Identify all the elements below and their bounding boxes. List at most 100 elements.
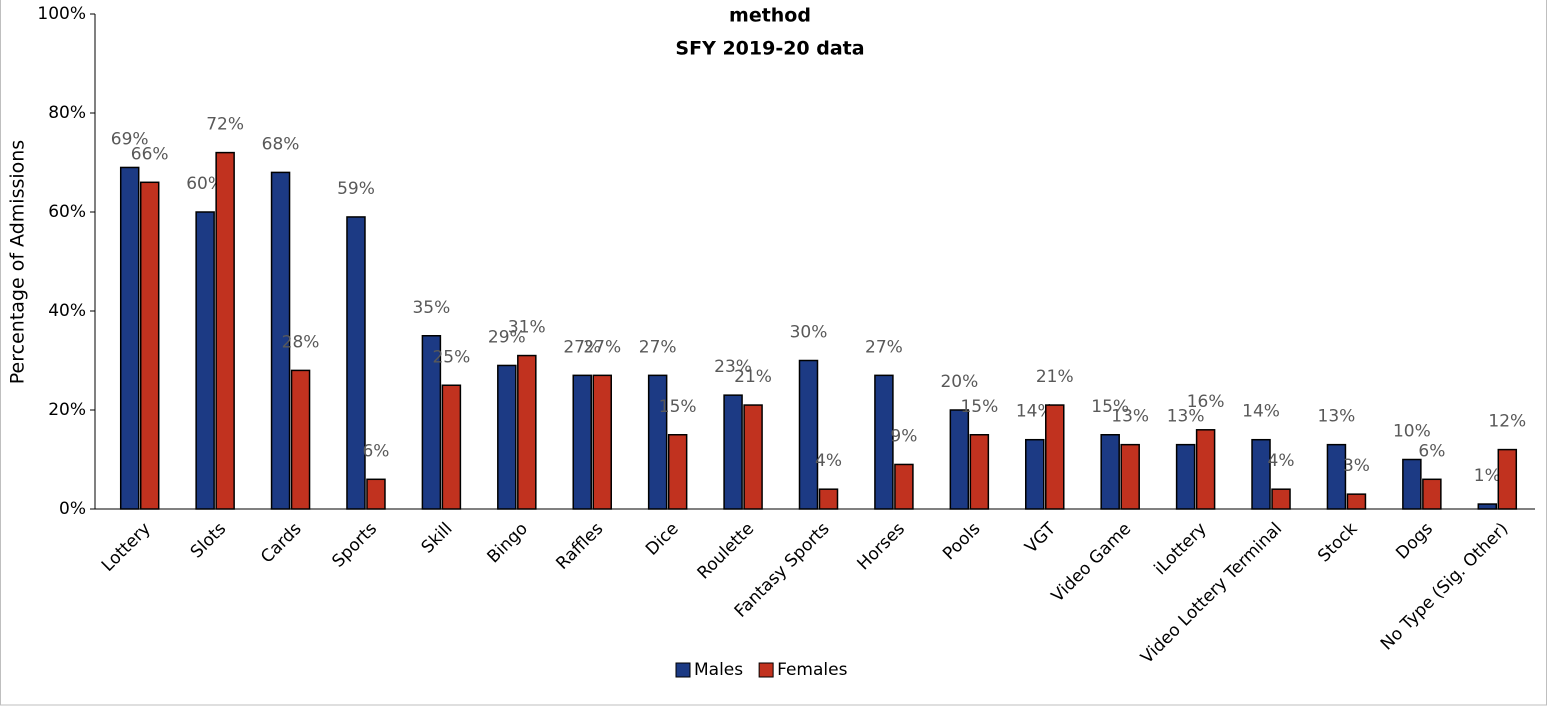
bar [1497, 448, 1518, 510]
x-tick-label: Sports [328, 519, 381, 572]
data-label: 13% [1318, 407, 1356, 427]
bar [592, 374, 612, 510]
x-tick-label: Skill [418, 519, 457, 558]
data-label: 14% [1242, 402, 1280, 422]
data-label: 20% [940, 372, 978, 392]
x-tick-label: Bingo [484, 519, 532, 567]
bar [497, 364, 517, 510]
y-tick-label: 80% [48, 103, 86, 123]
data-label: 72% [206, 115, 244, 135]
bar [647, 374, 668, 510]
x-tick-label: iLottery [1150, 519, 1210, 579]
data-label: 10% [1393, 422, 1431, 442]
data-label: 27% [563, 337, 601, 357]
x-tick-label: VGT [1021, 519, 1060, 558]
x-tick-label: Slots [187, 519, 231, 563]
bar [1120, 443, 1140, 510]
legend-label: Males [694, 660, 743, 680]
bar [119, 166, 140, 510]
data-label: 6% [1418, 441, 1445, 461]
data-label: 27% [639, 337, 677, 357]
x-tick-label: Video Lottery Terminal [1137, 519, 1286, 668]
bar [1326, 443, 1347, 510]
data-label: 30% [790, 323, 828, 343]
data-label: 1% [1474, 466, 1501, 486]
data-label: 27% [865, 337, 903, 357]
bar [1477, 503, 1498, 510]
data-label: 13% [1111, 407, 1149, 427]
legend-swatch [758, 662, 774, 678]
chart-title: method [729, 5, 811, 27]
y-tick-label: 40% [48, 301, 86, 321]
bar [1346, 493, 1367, 510]
bar [517, 354, 537, 510]
y-tick-label: 20% [48, 400, 86, 420]
bar [743, 404, 763, 510]
data-label: 12% [1488, 412, 1526, 432]
data-label: 21% [734, 367, 772, 387]
data-label: 3% [1343, 456, 1370, 476]
data-label: 29% [488, 327, 526, 347]
x-tick-label: Lottery [98, 519, 155, 576]
bar [949, 409, 970, 510]
data-label: 21% [1036, 367, 1074, 387]
data-label: 59% [337, 179, 375, 199]
data-label: 9% [890, 426, 917, 446]
bar [290, 369, 311, 510]
y-tick-label: 60% [48, 202, 86, 222]
x-tick-label: Video Game [1048, 519, 1135, 606]
data-label: 16% [1187, 392, 1225, 412]
data-label: 25% [432, 347, 470, 367]
bar [1402, 458, 1422, 510]
bar [346, 216, 366, 510]
x-tick-label: Horses [854, 519, 910, 575]
bar [1271, 488, 1291, 510]
x-tick-label: Dice [642, 519, 683, 560]
data-label: 14% [1016, 402, 1054, 422]
data-label: 31% [508, 318, 546, 338]
legend-swatch [675, 662, 691, 678]
bar [818, 488, 839, 510]
legend-label: Females [777, 660, 847, 680]
data-label: 35% [412, 298, 450, 318]
bar [572, 374, 592, 510]
y-tick-label: 0% [59, 499, 86, 519]
bar [798, 359, 819, 510]
data-label: 69% [111, 129, 149, 149]
data-label: 15% [659, 397, 697, 417]
bar [894, 463, 914, 510]
bar [1251, 438, 1271, 510]
x-tick-label: Cards [257, 519, 306, 568]
bar [366, 478, 386, 510]
data-label: 15% [1091, 397, 1129, 417]
data-label: 4% [1268, 451, 1295, 471]
bar [1100, 434, 1120, 510]
bar [215, 151, 235, 510]
data-label: 27% [583, 337, 621, 357]
y-tick-label: 100% [37, 4, 86, 24]
bar [1045, 404, 1065, 510]
x-tick-label: Pools [939, 519, 984, 564]
data-label: 13% [1167, 407, 1205, 427]
bar [723, 394, 743, 510]
x-tick-label: Stock [1314, 519, 1362, 567]
bar [441, 384, 462, 510]
x-tick-label: Raffles [552, 519, 607, 574]
chart-subtitle: SFY 2019-20 data [675, 38, 864, 60]
bar [1422, 478, 1442, 510]
bar [1175, 443, 1196, 510]
x-tick-label: Roulette [694, 519, 758, 583]
data-label: 6% [362, 441, 389, 461]
bar [195, 211, 215, 510]
data-label: 66% [131, 144, 169, 164]
data-label: 15% [960, 397, 998, 417]
bar [667, 434, 688, 510]
data-label: 68% [262, 134, 300, 154]
data-label: 60% [186, 174, 224, 194]
bar [969, 434, 990, 510]
x-tick-label: No Type (Sig. Other) [1377, 519, 1512, 654]
bar [139, 181, 160, 510]
bar [1195, 429, 1216, 510]
